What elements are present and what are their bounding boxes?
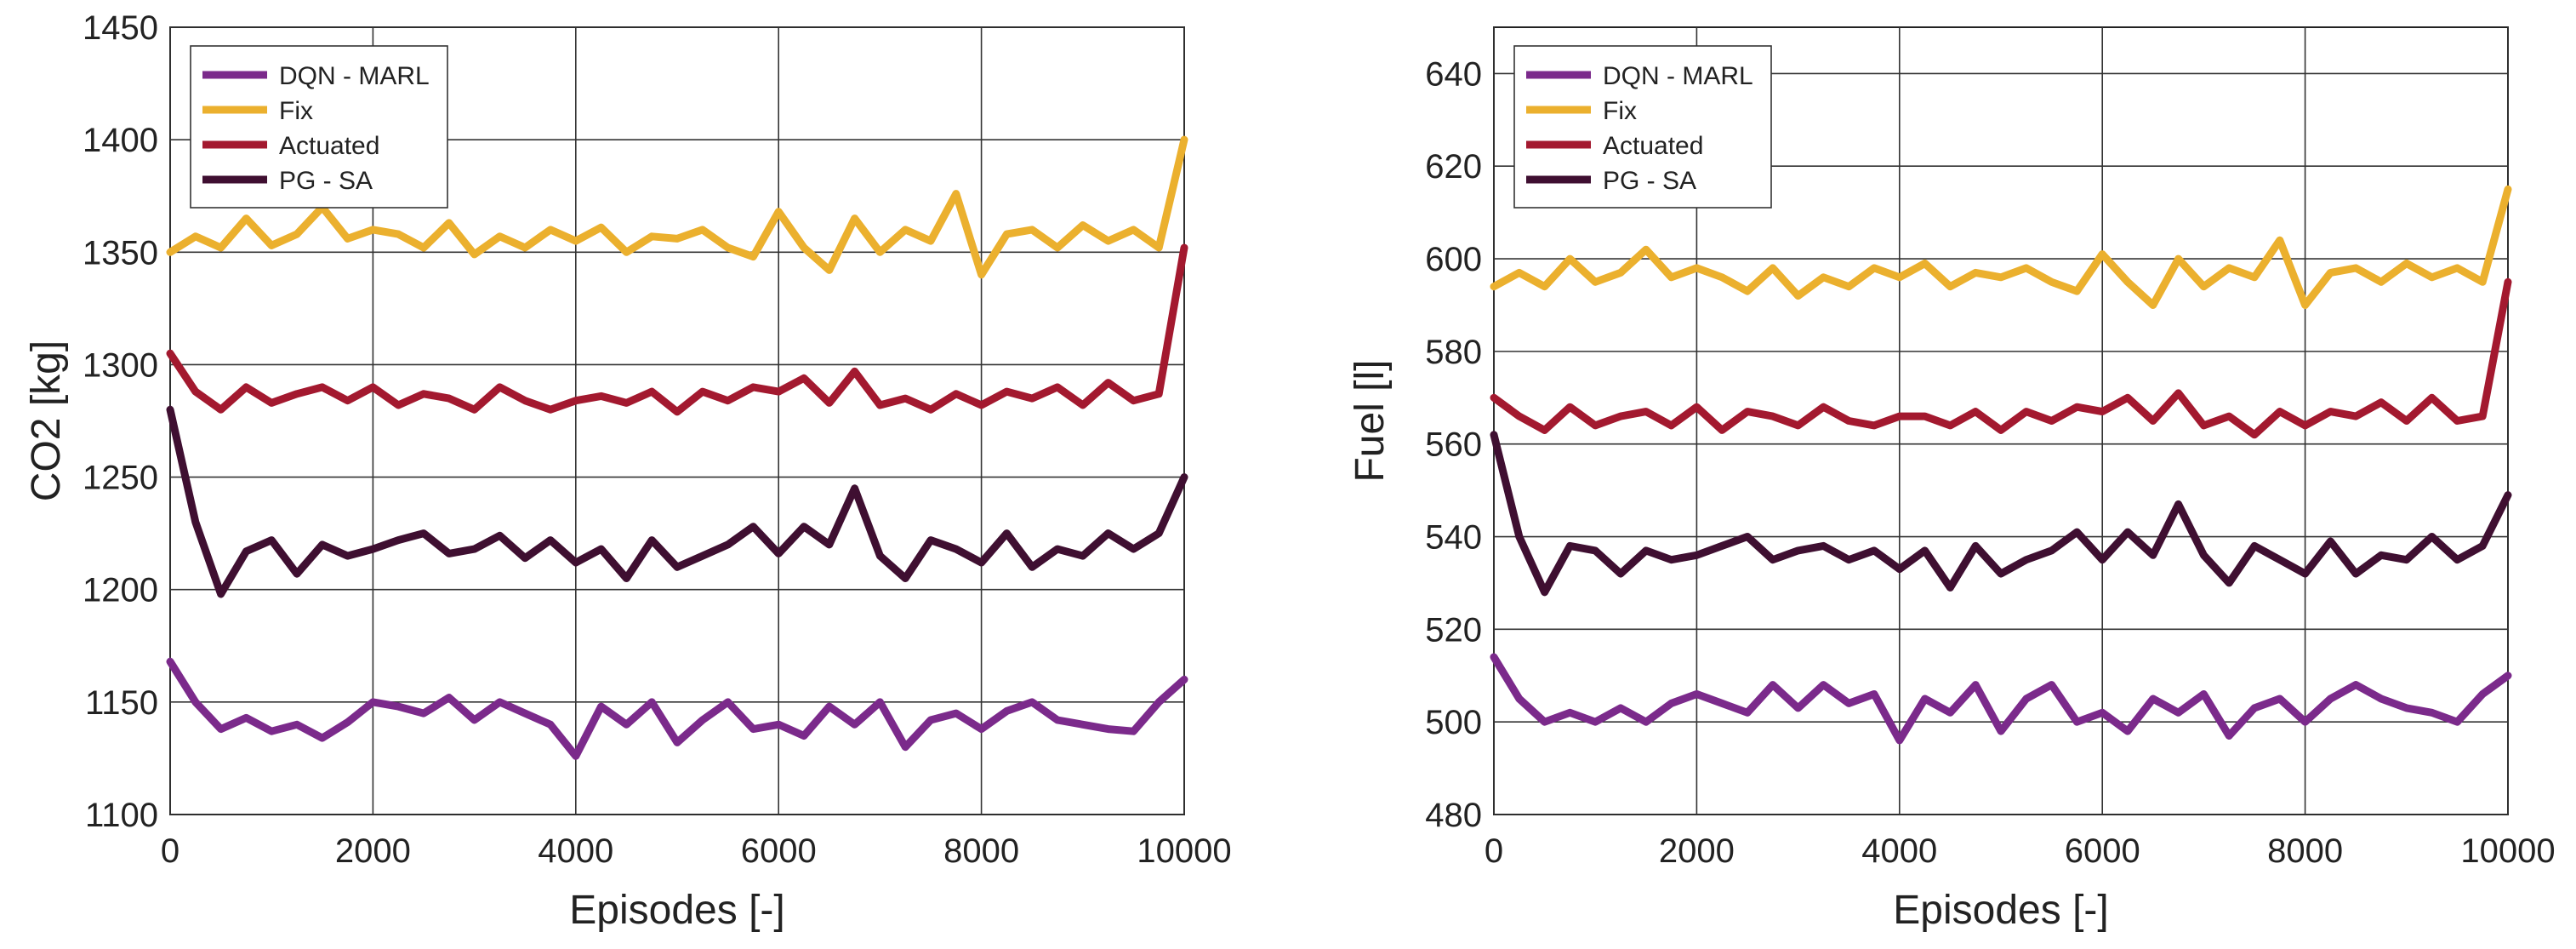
- legend-label: Fix: [1603, 97, 1637, 125]
- legend-label: DQN - MARL: [1603, 62, 1753, 90]
- y-tick-label: 580: [1425, 334, 1482, 371]
- series-line-dqn-marl: [166, 657, 1188, 760]
- co2-chart: 0 2000 4000 6000 8000 10000 1100 1150 1200 1250 13…: [24, 9, 1232, 933]
- x-tick-label: 0: [161, 832, 180, 870]
- legend-label: DQN - MARL: [279, 62, 430, 90]
- x-tick-label: 0: [1485, 832, 1503, 870]
- series-line-fix: [1490, 185, 2512, 309]
- y-tick-label: 1100: [85, 797, 158, 834]
- x-tick-label: 2000: [335, 832, 411, 870]
- series-line-actuated: [166, 243, 1188, 416]
- y-axis-label: CO2 [kg]: [24, 340, 69, 501]
- y-tick-label: 1450: [83, 9, 158, 47]
- x-axis-label: Episodes [-]: [569, 888, 784, 933]
- fuel-chart: 0 2000 4000 6000 8000 10000 480 500 520 540 560 580…: [1348, 26, 2556, 933]
- x-tick-label: 2000: [1659, 832, 1735, 870]
- y-tick-label: 640: [1425, 55, 1482, 93]
- y-tick-label: 600: [1425, 241, 1482, 278]
- x-tick-label: 4000: [1861, 832, 1937, 870]
- y-tick-label: 480: [1425, 797, 1482, 834]
- y-axis-label: Fuel [l]: [1348, 359, 1393, 482]
- x-tick-label: 8000: [943, 832, 1019, 870]
- x-tick-label: 8000: [2267, 832, 2343, 870]
- y-tick-label: 1250: [83, 460, 158, 497]
- legend: DQN - MARL Fix Actuated PG - SA: [1513, 45, 1772, 209]
- y-tick-label: 620: [1425, 148, 1482, 186]
- series-line-dqn-marl: [1490, 653, 2512, 745]
- legend-label: Actuated: [279, 132, 379, 160]
- y-tick-label: 1150: [85, 684, 158, 722]
- legend-label: Fix: [279, 97, 313, 125]
- y-tick-label: 500: [1425, 704, 1482, 741]
- legend-label: PG - SA: [279, 167, 373, 195]
- y-tick-label: 1200: [83, 572, 158, 609]
- series-line-actuated: [1490, 277, 2512, 439]
- legend-label: Actuated: [1603, 132, 1703, 160]
- y-tick-label: 1300: [83, 346, 158, 384]
- series-line-pg-sa: [1490, 431, 2512, 597]
- x-tick-label: 4000: [538, 832, 613, 870]
- series-line-pg-sa: [166, 405, 1188, 598]
- legend-label: PG - SA: [1603, 167, 1696, 195]
- series-line-fix: [166, 135, 1188, 279]
- x-tick-label: 10000: [1137, 832, 1231, 870]
- y-tick-label: 1400: [83, 122, 158, 159]
- x-tick-label: 6000: [2065, 832, 2140, 870]
- y-tick-label: 1350: [83, 234, 158, 272]
- x-tick-label: 6000: [741, 832, 817, 870]
- legend: DQN - MARL Fix Actuated PG - SA: [190, 45, 448, 209]
- y-tick-label: 540: [1425, 519, 1482, 557]
- y-tick-label: 520: [1425, 611, 1482, 649]
- y-tick-label: 560: [1425, 426, 1482, 464]
- x-tick-label: 10000: [2460, 832, 2555, 870]
- x-axis-label: Episodes [-]: [1893, 888, 2108, 933]
